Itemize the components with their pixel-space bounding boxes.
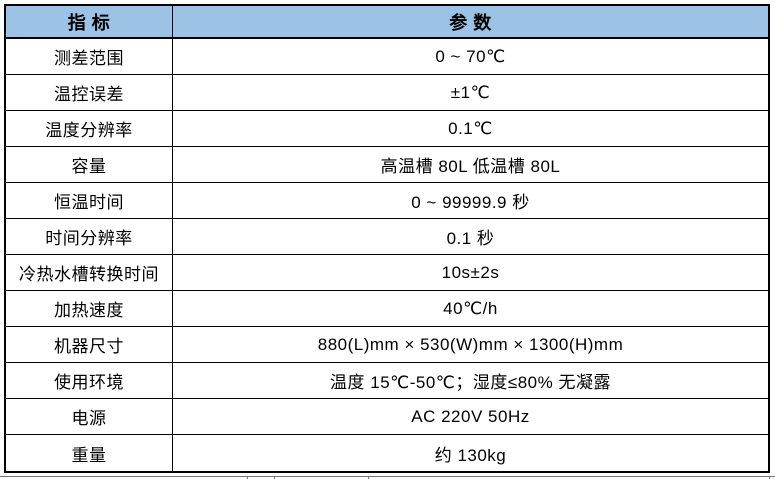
spec-label: 温度分辨率 [6, 111, 173, 146]
table-row: 机器尺寸 880(L)mm × 530(W)mm × 1300(H)mm [6, 327, 768, 363]
table-row: 容量 高温槽 80L 低温槽 80L [6, 147, 768, 183]
spec-label: 温控误差 [6, 75, 173, 110]
spec-value: 40℃/h [443, 298, 498, 318]
table-row: 温度分辨率 0.1℃ [6, 111, 768, 147]
spec-value: 0 ~ 99999.9 秒 [411, 193, 530, 212]
table-row: 冷热水槽转换时间 10s±2s [6, 255, 768, 291]
spec-value: 高温槽 80L 低温槽 80L [380, 157, 561, 176]
spec-value: ±1℃ [450, 82, 491, 102]
spec-value: 0 ~ 70℃ [435, 46, 506, 66]
spec-label: 电源 [6, 399, 173, 434]
cropped-next-table-tick [368, 476, 369, 479]
spec-label: 机器尺寸 [6, 327, 173, 362]
table-row: 使用环境 温度 15℃-50℃；湿度≤80% 无凝露 [6, 363, 768, 399]
table-row: 电源 AC 220V 50Hz [6, 399, 768, 435]
table-row: 温控误差 ±1℃ [6, 75, 768, 111]
table-row: 加热速度 40℃/h [6, 291, 768, 327]
spec-value: 温度 15℃-50℃；湿度≤80% 无凝露 [330, 373, 611, 392]
spec-value: 约 130kg [434, 445, 507, 465]
spec-value: 0.1℃ [448, 118, 493, 138]
cropped-next-table-tick [274, 476, 275, 479]
spec-label: 测差范围 [6, 39, 173, 74]
spec-value: 10s±2s [441, 262, 500, 282]
cropped-next-table-tick [247, 476, 248, 479]
table-row: 测差范围 0 ~ 70℃ [6, 39, 768, 75]
cropped-next-table-border [0, 476, 775, 477]
spec-value: 0.1 秒 [446, 229, 495, 248]
cropped-next-table-tick [769, 476, 770, 479]
spec-label: 容量 [6, 147, 173, 182]
spec-label: 时间分辨率 [6, 219, 173, 254]
spec-label: 加热速度 [6, 291, 173, 326]
spec-table: 指 标 参 数 测差范围 0 ~ 70℃ 温控误差 ±1℃ 温度分辨率 0.1℃… [4, 4, 770, 473]
spec-label: 冷热水槽转换时间 [6, 255, 173, 290]
header-cell-parameter: 参 数 [449, 12, 492, 33]
table-row: 时间分辨率 0.1 秒 [6, 219, 768, 255]
spec-label: 重量 [6, 435, 173, 471]
spec-value: AC 220V 50Hz [411, 406, 530, 426]
table-row: 恒温时间 0 ~ 99999.9 秒 [6, 183, 768, 219]
spec-table-body: 测差范围 0 ~ 70℃ 温控误差 ±1℃ 温度分辨率 0.1℃ 容量 高温槽 … [6, 39, 768, 471]
spec-table-header-row: 指 标 参 数 [6, 6, 768, 39]
spec-label: 使用环境 [6, 363, 173, 398]
table-row: 重量 约 130kg [6, 435, 768, 471]
spec-label: 恒温时间 [6, 183, 173, 218]
spec-value: 880(L)mm × 530(W)mm × 1300(H)mm [317, 334, 624, 354]
header-cell-indicator: 指 标 [6, 6, 173, 37]
